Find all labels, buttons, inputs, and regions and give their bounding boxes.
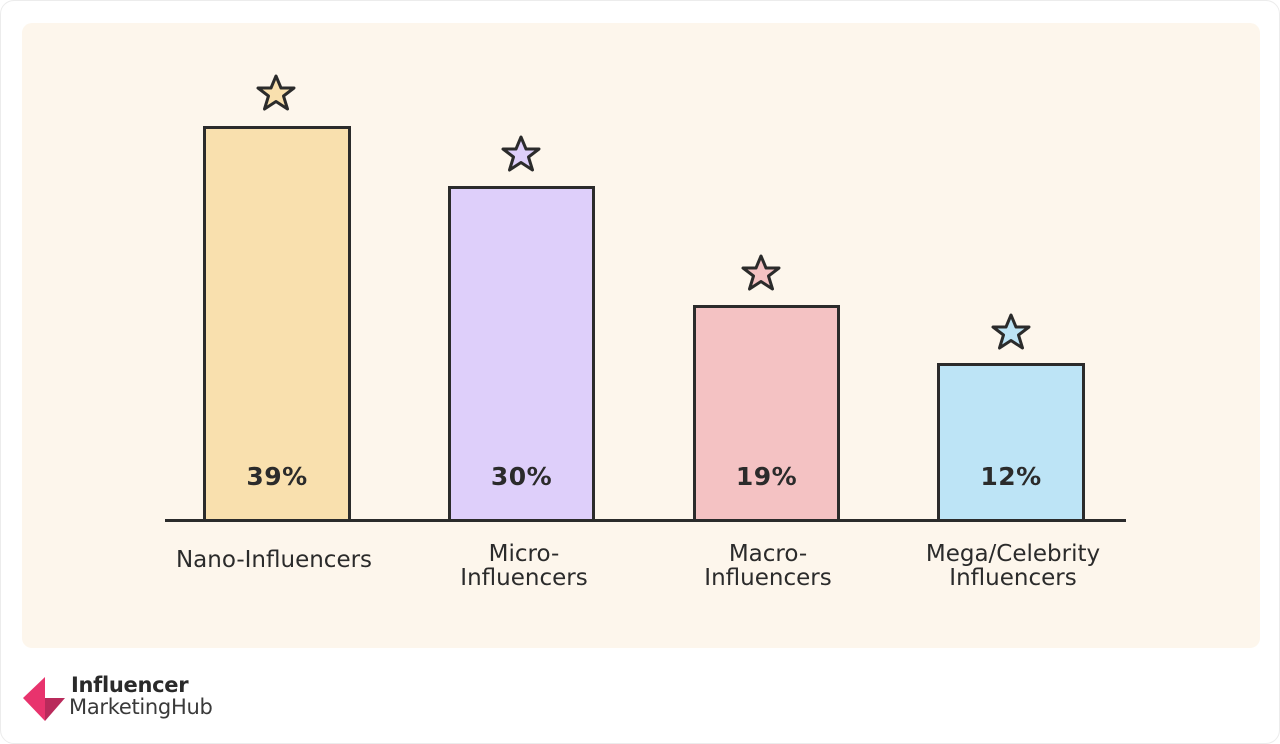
bar-value-label: 30% — [490, 462, 553, 491]
x-axis-label-macro: Macro- Influencers — [704, 541, 832, 591]
bar-value-label: 19% — [735, 462, 798, 491]
star-icon — [255, 73, 297, 113]
bar-mega-celebrity-influencers: 12% — [937, 363, 1085, 521]
star-icon — [500, 134, 542, 174]
star-icon — [740, 253, 782, 293]
bar-micro-influencers: 30% — [448, 186, 595, 521]
x-axis-label-nano: Nano-Influencers — [175, 547, 373, 573]
influencer-marketing-hub-logo: Influencer MarketingHub — [23, 673, 233, 723]
logo-text-influencer: Influencer — [71, 673, 189, 697]
logo-diamond-icon — [23, 677, 65, 721]
bar-nano-influencers: 39% — [203, 126, 351, 521]
x-axis-label-mega: Mega/Celebrity Influencers — [925, 541, 1101, 591]
bar-value-label: 39% — [246, 462, 308, 491]
bar-macro-influencers: 19% — [693, 305, 840, 521]
star-icon — [990, 312, 1032, 352]
bar-value-label: 12% — [980, 462, 1042, 491]
x-axis-label-micro: Micro- Influencers — [460, 541, 588, 591]
logo-text-marketinghub: MarketingHub — [69, 695, 213, 719]
x-axis-line — [165, 519, 1126, 522]
